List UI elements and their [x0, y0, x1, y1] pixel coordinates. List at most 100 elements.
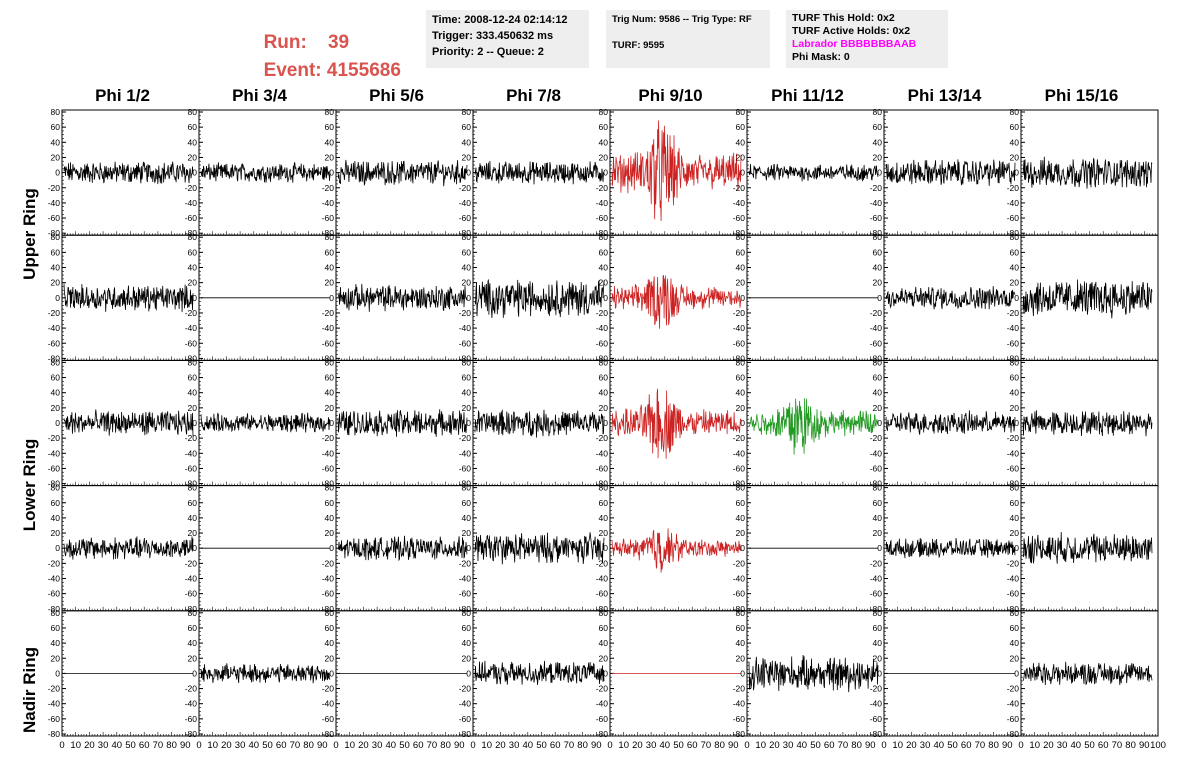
- y-tick-label: 80: [325, 232, 335, 242]
- y-tick-label: -40: [322, 574, 335, 584]
- y-tick-label: -80: [322, 604, 335, 614]
- y-tick-label: -40: [185, 699, 198, 709]
- y-tick-label: 80: [188, 608, 198, 618]
- y-tick-label: 60: [599, 122, 609, 132]
- x-tick-label: 100: [1150, 740, 1166, 751]
- waveform-trace: [885, 537, 1016, 559]
- y-tick-label: 20: [599, 403, 609, 413]
- y-tick-label: 0: [740, 668, 745, 678]
- y-tick-label: -20: [1007, 558, 1020, 568]
- x-tick-label: 20: [221, 740, 232, 751]
- x-tick-label: 40: [249, 740, 260, 751]
- y-tick-label: -60: [1007, 213, 1020, 223]
- y-tick-label: 80: [51, 232, 61, 242]
- y-tick-label: -60: [322, 213, 335, 223]
- y-tick-label: 20: [462, 152, 472, 162]
- y-tick-label: 40: [599, 137, 609, 147]
- x-tick-label: 90: [728, 740, 739, 751]
- x-tick-label: 60: [824, 740, 835, 751]
- x-tick-label: 20: [906, 740, 917, 751]
- y-tick-label: 80: [51, 107, 61, 117]
- y-tick-label: -80: [870, 479, 883, 489]
- y-tick-label: -60: [733, 213, 746, 223]
- y-tick-label: -60: [459, 589, 472, 599]
- y-tick-label: 40: [1010, 388, 1020, 398]
- x-tick-label: 20: [358, 740, 369, 751]
- y-tick-label: 20: [873, 653, 883, 663]
- y-tick-label: 0: [877, 418, 882, 428]
- y-tick-label: 0: [740, 168, 745, 178]
- y-tick-label: -80: [185, 353, 198, 363]
- y-tick-label: -80: [1007, 228, 1020, 238]
- waveform-trace: [611, 528, 742, 573]
- y-tick-label: -60: [185, 463, 198, 473]
- waveform-trace: [885, 286, 1016, 310]
- y-tick-label: 80: [462, 608, 472, 618]
- y-tick-label: -60: [48, 589, 61, 599]
- x-tick-label: 80: [166, 740, 177, 751]
- y-tick-label: -60: [1007, 714, 1020, 724]
- y-tick-label: 40: [462, 263, 472, 273]
- x-tick-label: 60: [550, 740, 561, 751]
- y-tick-label: 40: [188, 388, 198, 398]
- y-tick-label: 80: [325, 608, 335, 618]
- y-tick-label: 20: [873, 278, 883, 288]
- y-tick-label: -20: [322, 433, 335, 443]
- x-tick-label: 0: [607, 740, 612, 751]
- y-tick-label: 80: [736, 608, 746, 618]
- x-tick-label: 0: [881, 740, 886, 751]
- y-tick-label: -60: [870, 714, 883, 724]
- y-tick-label: 60: [188, 373, 198, 383]
- y-tick-label: 40: [1010, 638, 1020, 648]
- y-tick-label: -20: [185, 433, 198, 443]
- y-tick-label: 40: [325, 263, 335, 273]
- y-tick-label: -20: [870, 433, 883, 443]
- y-tick-label: 40: [188, 263, 198, 273]
- y-tick-label: 60: [325, 498, 335, 508]
- waveform-trace: [63, 409, 194, 437]
- x-tick-label: 90: [1002, 740, 1013, 751]
- y-tick-label: -80: [870, 604, 883, 614]
- y-tick-label: -40: [596, 448, 609, 458]
- y-tick-label: 40: [51, 263, 61, 273]
- x-tick-label: 90: [317, 740, 328, 751]
- waveform-trace: [200, 663, 331, 684]
- y-tick-label: 40: [736, 638, 746, 648]
- y-tick-label: -60: [459, 463, 472, 473]
- x-tick-label: 40: [112, 740, 123, 751]
- y-tick-label: -20: [1007, 308, 1020, 318]
- waveform-trace: [474, 660, 605, 686]
- event-line: Event: 4155686: [253, 38, 401, 82]
- x-tick-label: 0: [196, 740, 201, 751]
- y-tick-label: -20: [733, 433, 746, 443]
- x-tick-label: 0: [1018, 740, 1023, 751]
- y-tick-label: -60: [459, 338, 472, 348]
- y-tick-label: -80: [185, 479, 198, 489]
- x-tick-label: 20: [632, 740, 643, 751]
- y-tick-label: -40: [1007, 448, 1020, 458]
- y-tick-label: 60: [599, 498, 609, 508]
- y-tick-label: 20: [188, 403, 198, 413]
- y-tick-label: 60: [51, 373, 61, 383]
- x-tick-label: 10: [481, 740, 492, 751]
- turf-text: TURF: 9595: [612, 40, 665, 51]
- y-tick-label: -20: [322, 308, 335, 318]
- x-tick-label: 50: [673, 740, 684, 751]
- y-tick-label: 40: [51, 137, 61, 147]
- y-tick-label: 0: [603, 418, 608, 428]
- y-tick-label: -40: [459, 699, 472, 709]
- time-info-box: Time: 2008-12-24 02:14:12 Trigger: 333.4…: [426, 10, 589, 68]
- y-tick-label: -40: [1007, 574, 1020, 584]
- y-tick-label: 60: [51, 623, 61, 633]
- y-tick-label: -80: [185, 729, 198, 739]
- y-tick-label: -80: [48, 228, 61, 238]
- y-tick-label: 40: [599, 388, 609, 398]
- waveform-trace: [474, 532, 605, 565]
- y-tick-label: 20: [462, 403, 472, 413]
- x-tick-label: 40: [1071, 740, 1082, 751]
- y-tick-label: -40: [596, 699, 609, 709]
- y-tick-label: 80: [873, 232, 883, 242]
- y-tick-label: -60: [870, 463, 883, 473]
- y-tick-label: 40: [873, 638, 883, 648]
- x-tick-label: 60: [961, 740, 972, 751]
